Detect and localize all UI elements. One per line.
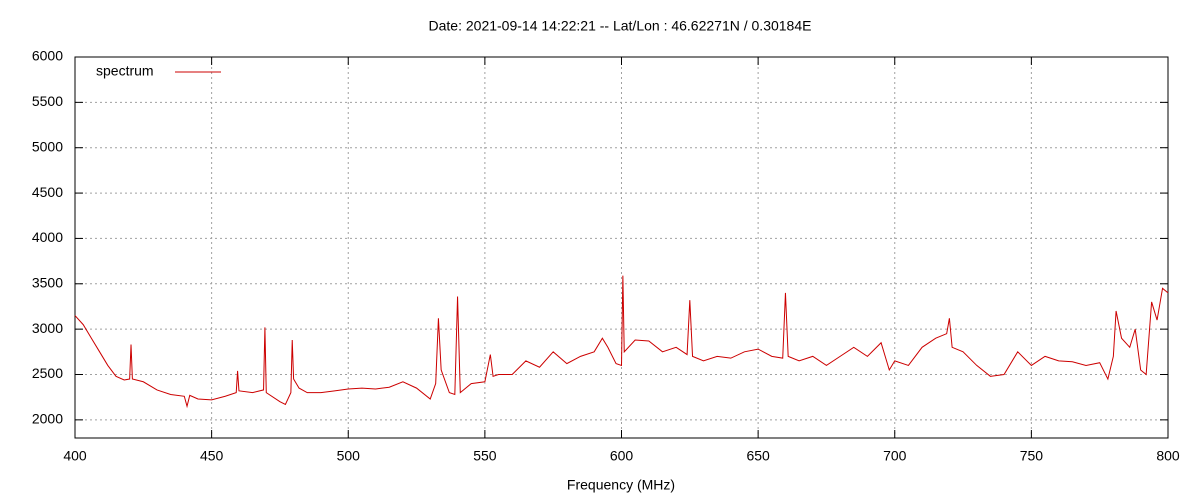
- y-tick-label: 2500: [32, 365, 63, 381]
- legend-label: spectrum: [96, 63, 154, 79]
- x-tick-label: 500: [337, 448, 361, 464]
- x-tick-label: 450: [200, 448, 224, 464]
- x-tick-label: 550: [473, 448, 497, 464]
- y-tick-label: 5500: [32, 93, 63, 109]
- y-tick-label: 6000: [32, 48, 63, 64]
- y-tick-label: 2000: [32, 411, 63, 427]
- y-tick-label: 5000: [32, 138, 63, 154]
- x-axis-label: Frequency (MHz): [567, 477, 675, 493]
- x-tick-label: 700: [883, 448, 907, 464]
- plot-frame: [74, 56, 1169, 439]
- x-tick-label: 650: [746, 448, 770, 464]
- y-tick-label: 4500: [32, 184, 63, 200]
- chart-title: Date: 2021-09-14 14:22:21 -- Lat/Lon : 4…: [429, 18, 812, 34]
- y-tick-label: 3000: [32, 320, 63, 336]
- x-tick-label: 400: [63, 448, 87, 464]
- y-tick-label: 3500: [32, 274, 63, 290]
- data-line: [74, 275, 1169, 409]
- x-tick-label: 600: [610, 448, 634, 464]
- y-tick-label: 4000: [32, 229, 63, 245]
- x-tick-label: 750: [1020, 448, 1044, 464]
- x-tick-label: 800: [1156, 448, 1180, 464]
